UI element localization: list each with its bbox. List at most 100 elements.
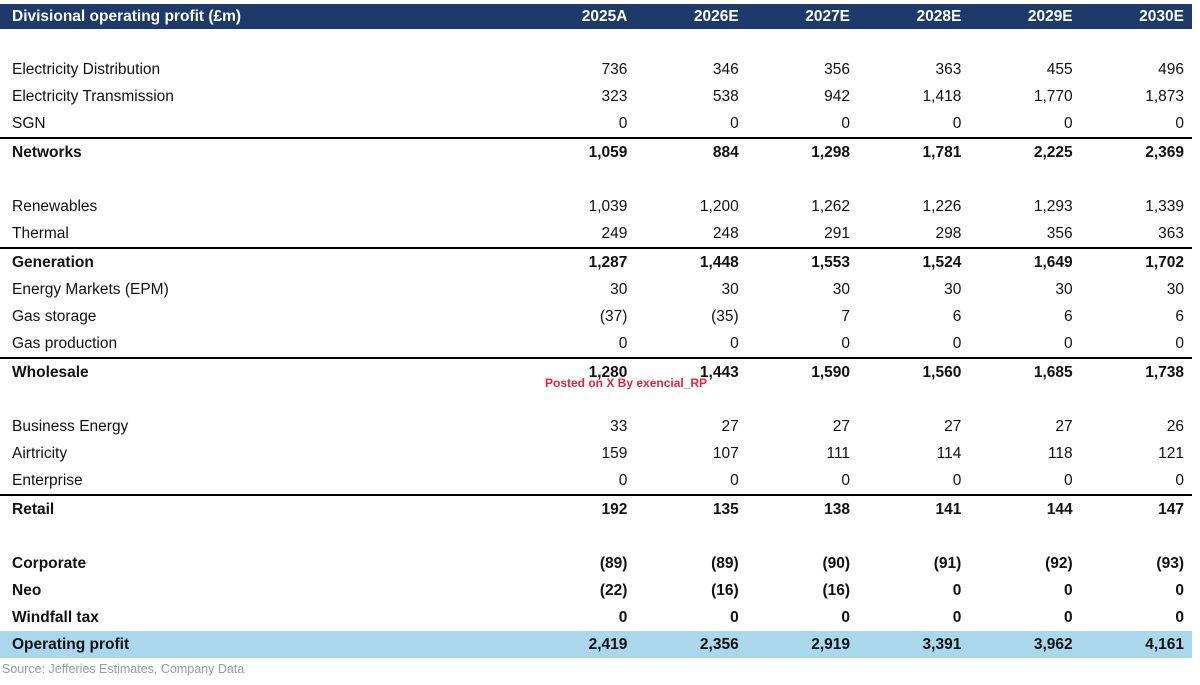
cell-value: 0 [1175, 114, 1184, 132]
cell-value: 0 [730, 334, 739, 352]
cell-value: 1,039 [588, 197, 628, 215]
cell-value [524, 386, 635, 413]
cell-value: 291 [824, 224, 851, 242]
row-label: Corporate [12, 554, 87, 572]
cell-value: 323 [601, 87, 628, 105]
cell-value [969, 166, 1080, 193]
row-label [0, 523, 524, 550]
cell-value: 496 [1158, 60, 1184, 78]
cell-value: 363 [935, 60, 962, 78]
spacer-row [0, 386, 1192, 413]
cell-value [858, 166, 969, 193]
cell-value: 0 [952, 334, 962, 352]
cell-value: 141 [858, 494, 970, 523]
table-title: Divisional operating profit (£m) [0, 4, 525, 29]
cell-value: 0 [952, 114, 962, 132]
cell-value [1081, 29, 1192, 56]
cell-value: 0 [841, 608, 851, 626]
cell-value: 6 [1064, 307, 1073, 325]
cell-value: 248 [712, 224, 739, 242]
cell-value: 356 [824, 60, 851, 78]
table-row-energy-markets-epm: Energy Markets (EPM) 30 30 30 30 30 30 [0, 276, 1192, 303]
table-row-gas-production: Gas production 0 0 0 0 0 0 [0, 330, 1192, 358]
cell-value: 0 [841, 471, 851, 489]
table-body: Electricity Distribution 736 346 356 363 455 4… [0, 29, 1192, 658]
cell-value: 138 [746, 494, 859, 523]
cell-value: 30 [944, 280, 962, 298]
table-row-wholesale: Wholesale 1,280 1,443 1,590 1,560 1,685 1,738 [0, 357, 1192, 386]
column-header-2027e: 2027E [746, 4, 859, 29]
row-label: Gas storage [12, 307, 97, 325]
cell-value: 2,356 [635, 631, 747, 658]
cell-value: 0 [1175, 471, 1184, 489]
cell-value: 0 [618, 334, 628, 352]
cell-value: 1,443 [635, 357, 747, 386]
cell-value: 298 [935, 224, 962, 242]
cell-value: (89) [711, 554, 739, 572]
row-label: Windfall tax [12, 608, 99, 626]
row-label: Electricity Distribution [12, 60, 161, 78]
cell-value: 0 [952, 608, 962, 626]
cell-value: 538 [712, 87, 739, 105]
column-header-2030e: 2030E [1080, 4, 1192, 29]
cell-value [635, 29, 746, 56]
row-label: Energy Markets (EPM) [12, 280, 169, 298]
cell-value: 1,293 [1033, 197, 1073, 215]
row-label: Generation [0, 247, 525, 276]
cell-value: 33 [610, 417, 628, 435]
cell-value [1081, 523, 1192, 550]
cell-value: 30 [721, 280, 739, 298]
cell-value: (93) [1156, 554, 1184, 572]
row-label [0, 386, 524, 413]
table-row-retail: Retail 192 135 138 141 144 147 [0, 494, 1192, 523]
cell-value: 4,161 [1080, 631, 1192, 658]
cell-value: 107 [712, 444, 739, 462]
table-row-enterprise: Enterprise 0 0 0 0 0 0 [0, 467, 1192, 495]
cell-value [747, 386, 858, 413]
row-label: Gas production [12, 334, 118, 352]
cell-value: 0 [952, 471, 962, 489]
cell-value: 2,225 [969, 137, 1081, 166]
row-label: SGN [12, 114, 46, 132]
cell-value: 0 [730, 471, 739, 489]
cell-value: 0 [841, 114, 851, 132]
cell-value: 6 [1175, 307, 1184, 325]
cell-value: (16) [822, 581, 851, 599]
cell-value: 0 [1175, 334, 1184, 352]
row-label: Wholesale [0, 357, 525, 386]
cell-value [635, 523, 746, 550]
cell-value: 1,553 [746, 247, 859, 276]
cell-value: 2,369 [1080, 137, 1192, 166]
table-row-gas-storage: Gas storage (37) (35) 7 6 6 6 [0, 303, 1192, 330]
cell-value [969, 386, 1080, 413]
cell-value: 1,770 [1033, 87, 1073, 105]
cell-value: 144 [969, 494, 1081, 523]
row-label [0, 29, 524, 56]
table-header-row: Divisional operating profit (£m) 2025A 2… [0, 4, 1192, 29]
row-label: Business Energy [12, 417, 129, 435]
cell-value: 147 [1080, 494, 1192, 523]
cell-value [969, 29, 1080, 56]
cell-value [635, 386, 746, 413]
row-label: Thermal [12, 224, 69, 242]
cell-value [858, 523, 969, 550]
spacer-row [0, 523, 1192, 550]
cell-value [635, 166, 746, 193]
cell-value: 1,059 [524, 137, 636, 166]
cell-value [747, 29, 858, 56]
table-row-neo: Neo (22) (16) (16) 0 0 0 [0, 577, 1192, 604]
cell-value: 27 [721, 417, 739, 435]
cell-value [1081, 166, 1192, 193]
spacer-row [0, 29, 1192, 56]
cell-value: 0 [618, 608, 628, 626]
row-label: Airtricity [12, 444, 68, 462]
cell-value: 111 [826, 444, 851, 462]
table-row-operating-profit: Operating profit 2,419 2,356 2,919 3,391 3,96… [0, 631, 1192, 658]
cell-value [524, 166, 635, 193]
cell-value [524, 29, 635, 56]
row-label [0, 166, 524, 193]
table-row-renewables: Renewables 1,039 1,200 1,262 1,226 1,293 1,339 [0, 193, 1192, 220]
cell-value: 884 [635, 137, 747, 166]
row-label: Enterprise [12, 471, 83, 489]
cell-value: 1,738 [1080, 357, 1192, 386]
